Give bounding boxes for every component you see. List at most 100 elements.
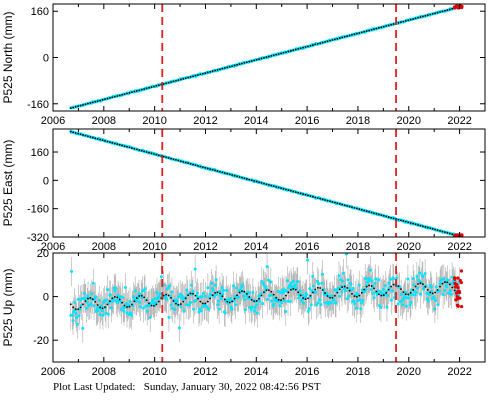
up-observation-point [296,280,300,284]
up-model-point [209,297,212,300]
up-observation-point [267,278,271,282]
up-model-point [311,291,314,294]
up-model-point [189,292,192,295]
up-observation-point [301,293,305,297]
north-model-point [385,25,388,27]
up-recent-point [460,304,464,309]
up-x-tick-label: 2008 [92,366,116,378]
north-model-point [197,74,199,76]
up-observation-point [94,295,98,299]
up-observation-point [345,297,349,301]
up-observation-point [189,300,193,304]
east-y-tick-label: -320 [27,232,49,244]
up-model-point [250,298,253,301]
north-model-point [275,53,278,56]
up-observation-point [415,274,419,278]
up-observation-point [417,279,421,283]
up-observation-point [419,292,423,296]
up-observation-point [450,275,454,279]
north-model-point [412,18,415,20]
east-model-point [426,226,429,229]
up-observation-point [153,297,157,301]
north-model-point [209,70,212,73]
up-observation-point [219,297,223,301]
east-model-point [434,228,437,231]
up-recent-points [453,269,464,309]
east-model-point [221,171,224,174]
east-model-point [429,227,432,230]
up-model-point [299,294,302,297]
east-model-point [153,153,155,155]
up-x-tick-label: 2010 [142,366,166,378]
north-y-tick-label: 0 [43,53,49,65]
up-model-point [109,300,111,303]
east-model-point [324,199,326,201]
up-observation-point [77,314,81,318]
north-x-tick-label: 2016 [295,115,319,127]
east-model-point [368,210,371,213]
north-model-point [87,102,89,105]
up-model-point [101,307,104,310]
up-observation-point [353,302,357,306]
east-model-point [219,170,221,173]
north-model-point [101,98,104,101]
east-model-point [104,139,106,142]
up-y-tick-label: 20 [37,248,49,260]
up-observation-point [105,288,109,292]
up-observation-point [389,277,393,281]
north-model-point [187,76,190,79]
up-model-point [241,290,243,293]
up-observation-point [373,281,377,285]
up-model-point [155,303,158,306]
east-model-point [316,197,319,199]
north-model-point [94,100,97,103]
north-model-point [289,49,292,52]
up-model-point [419,282,422,285]
east-model-point [365,210,368,213]
up-model-point [184,297,187,300]
up-observation-point [129,311,133,315]
up-model-point [272,293,275,296]
up-observation-point [175,299,179,303]
up-model-point [377,293,380,296]
up-observation-point [413,293,417,297]
up-observation-point [409,300,413,304]
up-observation-point [425,292,429,296]
east-model-point [74,132,77,134]
up-observation-point [441,293,445,297]
north-model-point [184,77,187,80]
up-observation-point [71,319,75,323]
up-observation-point [347,286,351,290]
up-observation-point [253,306,257,310]
up-model-point [263,291,265,294]
up-model-point [204,302,207,305]
up-observation-point [255,311,259,315]
north-model-point [431,12,434,15]
up-observation-point [140,295,144,299]
footer-timestamp: Plot Last Updated: Sunday, January 30, 2… [53,381,321,393]
up-model-point [426,288,429,291]
up-observation-point [209,293,213,297]
north-model-point [424,14,427,17]
up-observation-point [180,294,184,298]
up-observation-point [85,300,89,304]
up-model-point [148,302,150,305]
up-observation-point [389,298,393,302]
north-model-point [99,99,102,102]
north-x-tick-label: 2022 [447,115,471,127]
up-observation-point [385,305,389,309]
up-observation-point [346,278,350,282]
north-model-point [206,71,209,74]
up-observation-point [179,305,183,309]
up-model-point [165,293,168,296]
up-observation-point [270,299,274,303]
east-model-point [245,178,248,180]
up-model-point [157,300,160,303]
north-model-point [285,51,287,53]
up-model-point [116,296,119,299]
up-model-point [392,283,395,286]
up-observation-point [243,308,247,312]
up-observation-point [74,311,78,315]
up-observation-point [245,294,249,298]
up-observation-point [408,303,412,307]
